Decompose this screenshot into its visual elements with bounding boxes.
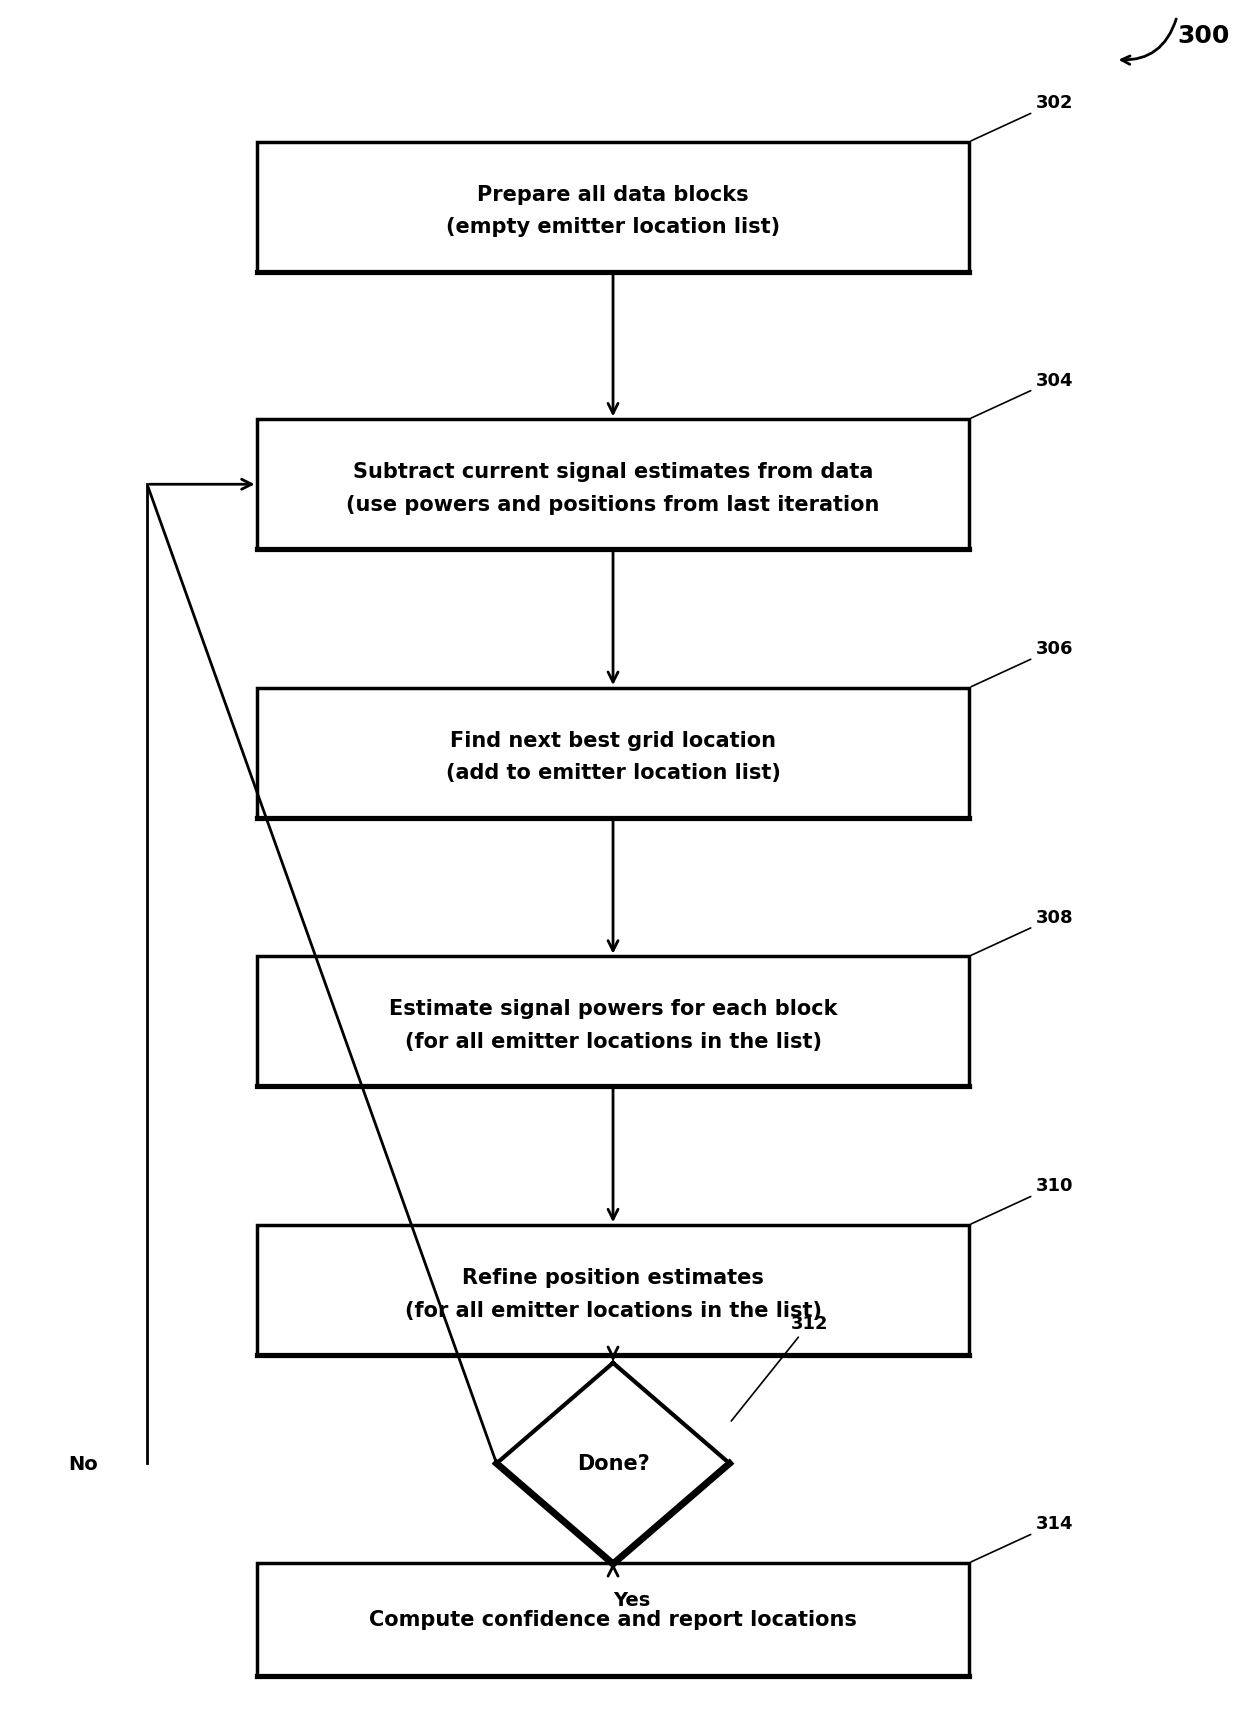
Polygon shape [496, 1363, 729, 1564]
Text: (empty emitter location list): (empty emitter location list) [446, 216, 780, 237]
Text: Prepare all data blocks: Prepare all data blocks [477, 185, 749, 204]
Text: Refine position estimates: Refine position estimates [463, 1268, 764, 1287]
Text: Done?: Done? [577, 1453, 650, 1474]
Text: 302: 302 [971, 94, 1074, 142]
Text: (use powers and positions from last iteration: (use powers and positions from last iter… [346, 494, 879, 514]
FancyBboxPatch shape [258, 1226, 968, 1354]
Text: 308: 308 [971, 908, 1074, 956]
Text: Yes: Yes [613, 1590, 650, 1609]
FancyBboxPatch shape [258, 1562, 968, 1677]
FancyBboxPatch shape [258, 421, 968, 551]
Text: 314: 314 [971, 1514, 1074, 1562]
Text: (add to emitter location list): (add to emitter location list) [445, 762, 780, 783]
Text: (for all emitter locations in the list): (for all emitter locations in the list) [404, 1299, 822, 1320]
Text: Find next best grid location: Find next best grid location [450, 731, 776, 750]
FancyBboxPatch shape [258, 689, 968, 819]
Text: 312: 312 [732, 1315, 828, 1422]
Text: (for all emitter locations in the list): (for all emitter locations in the list) [404, 1031, 822, 1051]
Text: Compute confidence and report locations: Compute confidence and report locations [370, 1609, 857, 1630]
FancyBboxPatch shape [258, 956, 968, 1088]
FancyBboxPatch shape [258, 144, 968, 272]
Text: 306: 306 [971, 639, 1074, 688]
Text: 310: 310 [971, 1176, 1074, 1225]
Text: No: No [68, 1455, 98, 1472]
Text: Subtract current signal estimates from data: Subtract current signal estimates from d… [353, 462, 873, 481]
Text: 300: 300 [1177, 24, 1229, 48]
Text: 304: 304 [971, 371, 1074, 419]
Text: Estimate signal powers for each block: Estimate signal powers for each block [389, 999, 837, 1018]
